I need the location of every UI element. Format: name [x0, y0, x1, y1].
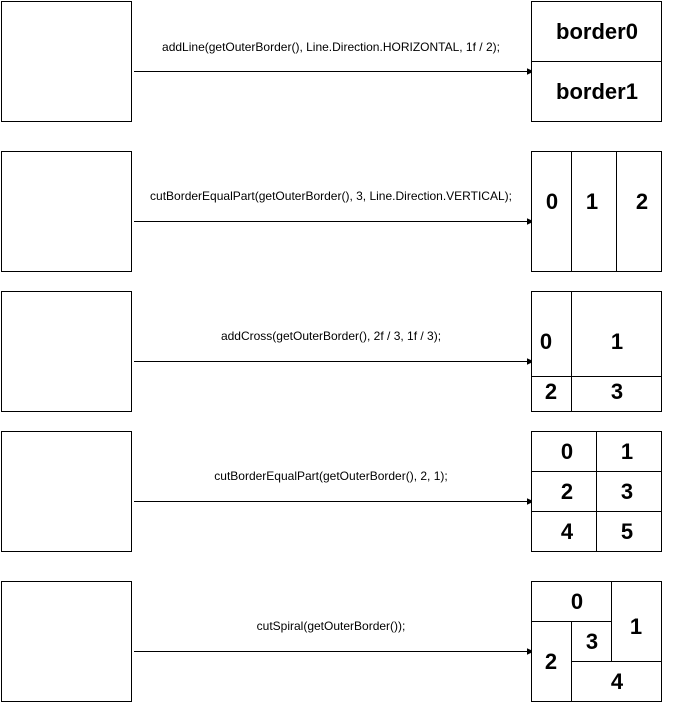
result-border-box: [531, 581, 662, 702]
cell-label: 1: [630, 614, 642, 639]
row-cut-spiral: cutSpiral(getOuterBorder()); 0 1 2 3 4: [1, 581, 662, 702]
result-border-box: [531, 151, 662, 272]
cell-label: 5: [621, 519, 633, 544]
cell-label: border0: [556, 19, 638, 44]
source-border-box: [1, 1, 132, 122]
code-label: cutSpiral(getOuterBorder());: [257, 619, 406, 633]
row-add-cross: addCross(getOuterBorder(), 2f / 3, 1f / …: [1, 291, 662, 412]
cell-label: 1: [621, 439, 633, 464]
source-border-box: [1, 151, 132, 272]
code-label: addCross(getOuterBorder(), 2f / 3, 1f / …: [221, 329, 441, 343]
result-border-box: [531, 291, 662, 412]
code-label: cutBorderEqualPart(getOuterBorder(), 3, …: [150, 189, 512, 203]
cell-label: 3: [611, 379, 623, 404]
cell-label: 4: [561, 519, 574, 544]
cell-label: 0: [546, 189, 558, 214]
cell-label: 2: [561, 479, 573, 504]
source-border-box: [1, 581, 132, 702]
source-border-box: [1, 291, 132, 412]
code-label: cutBorderEqualPart(getOuterBorder(), 2, …: [214, 469, 447, 483]
cell-label: 0: [561, 439, 573, 464]
cell-label: 0: [571, 589, 583, 614]
cell-label: 3: [621, 479, 633, 504]
cell-label: 4: [611, 669, 624, 694]
cell-label: border1: [556, 79, 638, 104]
row-cut-equal-grid: cutBorderEqualPart(getOuterBorder(), 2, …: [1, 431, 662, 552]
cell-label: 2: [545, 379, 557, 404]
cell-label: 3: [586, 629, 598, 654]
source-border-box: [1, 431, 132, 552]
cell-label: 2: [636, 189, 648, 214]
cell-label: 1: [586, 189, 598, 214]
row-add-line: addLine(getOuterBorder(), Line.Direction…: [1, 1, 662, 122]
cell-label: 1: [611, 329, 623, 354]
row-cut-equal-vertical: cutBorderEqualPart(getOuterBorder(), 3, …: [1, 151, 662, 272]
cell-label: 0: [540, 329, 552, 354]
cell-label: 2: [545, 649, 557, 674]
code-label: addLine(getOuterBorder(), Line.Direction…: [162, 40, 500, 54]
